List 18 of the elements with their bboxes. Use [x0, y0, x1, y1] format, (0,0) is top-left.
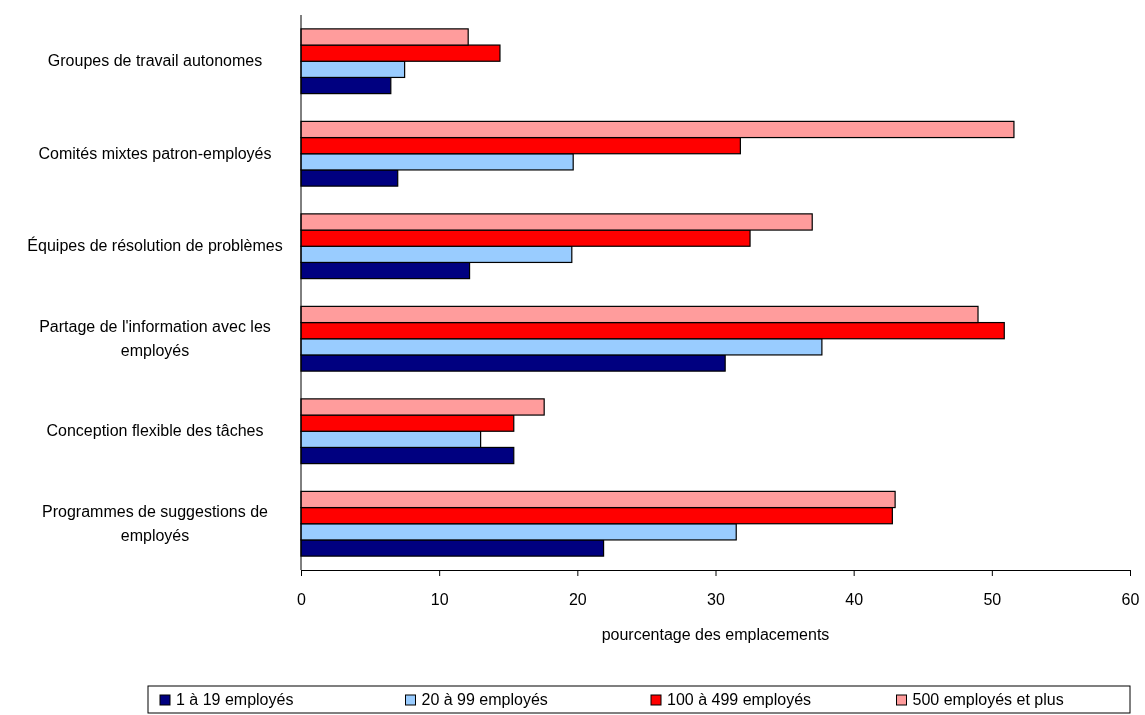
- y-tick-label: Équipes de résolution de problèmes: [27, 236, 283, 255]
- legend-label: 20 à 99 employés: [421, 691, 548, 708]
- x-tick-label: 50: [983, 590, 1002, 608]
- legend-label: 500 employés et plus: [912, 691, 1064, 708]
- y-tick-label: Conception flexible des tâches: [46, 422, 264, 440]
- x-tick-label: 0: [297, 590, 307, 608]
- legend-label: 100 à 499 employés: [667, 691, 812, 708]
- x-tick-label: 30: [707, 590, 725, 608]
- legend-label: 1 à 19 employés: [176, 691, 294, 708]
- y-tick-label: Groupes de travail autonomes: [47, 52, 263, 70]
- y-tick-label: Partage de l'information avec les employés: [39, 317, 271, 359]
- x-tick-label: 60: [1121, 590, 1140, 608]
- x-tick-label: 10: [430, 590, 449, 608]
- x-axis-title: pourcentage des emplacements: [601, 626, 830, 643]
- y-tick-label: Comités mixtes patron-employés: [38, 144, 272, 162]
- x-tick-label: 20: [568, 590, 587, 608]
- y-tick-label: Programmes de suggestions de employés: [42, 502, 269, 544]
- x-tick-label: 40: [845, 590, 864, 608]
